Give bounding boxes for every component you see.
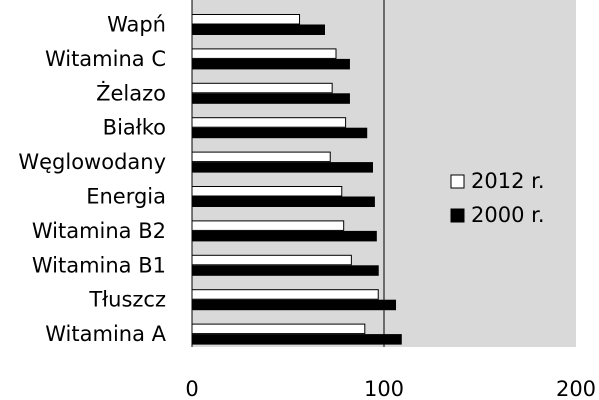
bar-2012-6 bbox=[191, 220, 345, 231]
legend-swatch-2000 bbox=[450, 208, 465, 223]
legend: 2012 r. 2000 r. bbox=[450, 169, 545, 227]
category-label-7: Witamina B1 bbox=[32, 253, 166, 277]
bar-2012-9 bbox=[191, 323, 366, 335]
bar-2012-1 bbox=[191, 48, 337, 59]
legend-label-2000: 2000 r. bbox=[471, 203, 545, 227]
bar-2000-0 bbox=[191, 24, 325, 35]
category-label-1: Witamina C bbox=[45, 47, 166, 71]
category-label-8: Tłuszcz bbox=[88, 288, 166, 312]
bar-2000-5 bbox=[191, 196, 375, 207]
bar-2012-7 bbox=[191, 254, 352, 266]
category-label-0: Wapń bbox=[107, 13, 166, 37]
category-label-6: Witamina B2 bbox=[32, 219, 166, 243]
bar-2000-3 bbox=[191, 127, 368, 139]
bar-2012-3 bbox=[191, 117, 347, 128]
category-label-3: Białko bbox=[103, 116, 166, 140]
x-tick-label-2: 200 bbox=[556, 377, 596, 400]
bar-2012-5 bbox=[191, 186, 343, 197]
category-label-2: Żelazo bbox=[96, 80, 166, 105]
bar-2000-6 bbox=[191, 230, 377, 242]
bar-2012-2 bbox=[191, 82, 333, 94]
bar-2012-4 bbox=[191, 151, 331, 163]
bar-2012-0 bbox=[191, 14, 301, 25]
bar-2000-1 bbox=[191, 58, 350, 70]
category-label-9: Witamina A bbox=[45, 322, 166, 346]
legend-swatch-2012 bbox=[450, 174, 465, 189]
category-label-5: Energia bbox=[86, 185, 166, 209]
bar-2000-2 bbox=[191, 93, 350, 104]
x-tick-label-0: 0 bbox=[185, 377, 198, 400]
bar-2000-4 bbox=[191, 162, 373, 173]
legend-label-2012: 2012 r. bbox=[471, 169, 545, 193]
bar-2000-8 bbox=[191, 299, 397, 311]
x-tick-labels: 0 100 200 bbox=[185, 377, 596, 400]
bar-2000-7 bbox=[191, 265, 379, 276]
x-tick-label-1: 100 bbox=[364, 377, 404, 400]
category-labels: Wapń Witamina C Żelazo Białko Węglowodany Ene… bbox=[18, 13, 166, 347]
category-label-4: Węglowodany bbox=[18, 150, 166, 174]
bar-2000-9 bbox=[191, 334, 402, 345]
bar-2012-8 bbox=[191, 289, 379, 300]
